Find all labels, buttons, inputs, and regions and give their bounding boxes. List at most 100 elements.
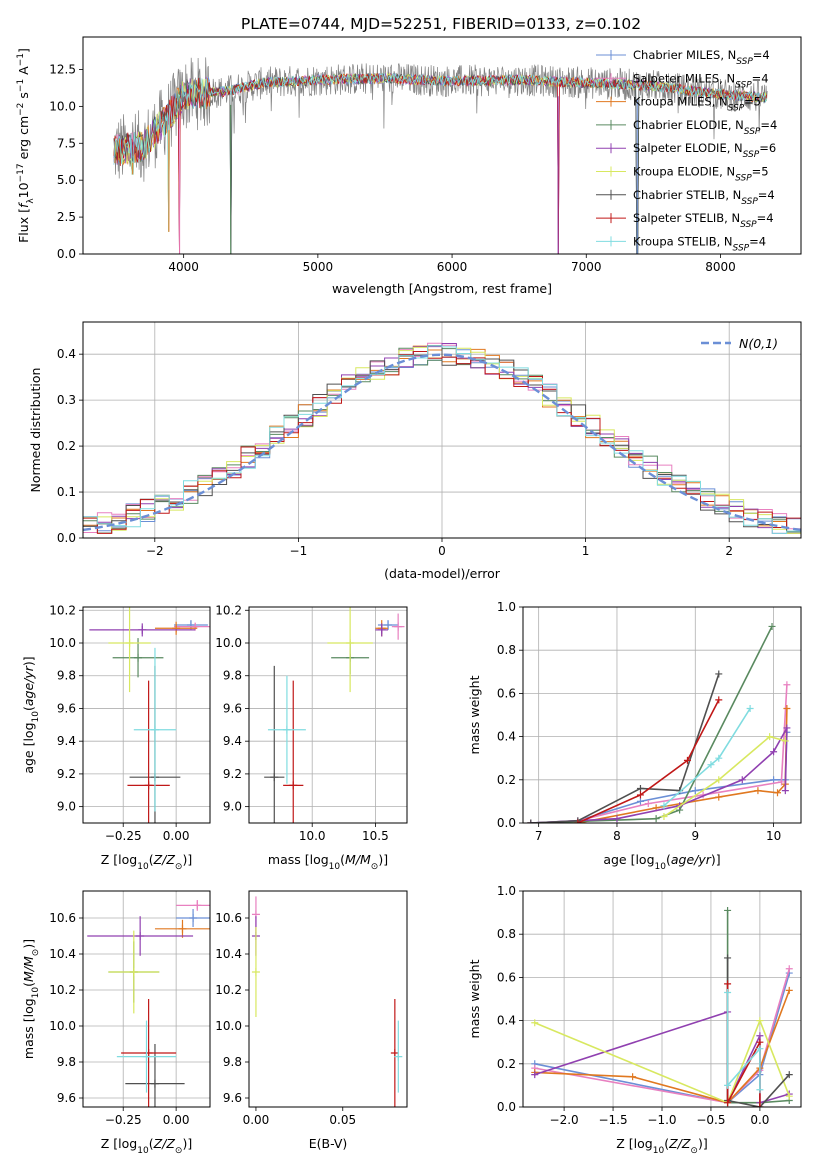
x-axis-label: age [log10(age/yr)]	[603, 852, 720, 872]
y-tick-label: 10.0	[49, 99, 76, 113]
y-tick-label: 9.6	[57, 1091, 76, 1105]
label-part: mass [log	[268, 852, 329, 867]
label-part: Salpeter MILES, N	[633, 71, 735, 85]
label-part: )]	[182, 1136, 192, 1151]
data-point	[629, 1073, 637, 1081]
y-tick-label: 0.2	[497, 773, 516, 787]
plot-area	[527, 622, 791, 823]
y-tick-label: 9.0	[223, 800, 242, 814]
axes-frame	[82, 606, 211, 824]
histogram-step	[83, 345, 801, 532]
x-tick-label: −1	[290, 544, 308, 558]
label-part: Z/Z	[153, 1136, 176, 1151]
data-point	[781, 787, 789, 795]
mass-weight-line	[534, 972, 791, 1104]
y-tick-label: 9.8	[223, 1055, 242, 1069]
data-point	[724, 980, 732, 988]
x-axis-label: (data-model)/error	[384, 566, 501, 581]
plot-area	[83, 342, 801, 534]
data-point	[394, 622, 403, 631]
x-tick-label: 0.00	[243, 1113, 270, 1127]
y-tick-label: 10.2	[49, 603, 76, 617]
plot-area	[531, 906, 793, 1107]
x-tick-label: 8000	[705, 260, 736, 274]
y-tick-label: 0.6	[497, 970, 516, 984]
data-point	[652, 815, 660, 823]
x-axis-label: Z [log10(Z/Z⊙)]	[101, 852, 192, 872]
mass-vs-z-panel: −0.25 0.009.69.810.010.210.410.6Z [log10(…	[21, 890, 211, 1156]
data-point	[191, 622, 200, 631]
x-axis-label: wavelength [Angstrom, rest frame]	[332, 281, 552, 296]
x-tick-label: −2.0	[550, 1113, 579, 1127]
mass-vs-ebv-panel: 0.00 0.05 9.6 9.8 10.0 10.2 10.4 10.6 E(B-V)	[215, 890, 408, 1151]
data-point	[738, 776, 746, 784]
model-spectrum-line	[113, 72, 767, 254]
massweight-vs-z-panel: −2.0 −1.5 −1.0 −0.5 0.0 0.0 0.2 0.4 0.6 0.8 1.0 Z […	[467, 884, 802, 1156]
label-part: 10	[31, 987, 41, 999]
label-part: (	[340, 852, 345, 867]
y-tick-label: 9.8	[57, 1055, 76, 1069]
y-tick-label: 0.1	[57, 485, 76, 499]
y-tick-label: 0.0	[497, 1100, 516, 1114]
label-part: A	[16, 66, 31, 79]
x-tick-label: 2	[725, 544, 733, 558]
legend-label: Chabrier ELODIE, NSSP=4	[633, 118, 777, 137]
y-tick-label: 2.5	[57, 210, 76, 224]
mass-weight-line	[726, 992, 761, 1090]
y-tick-label: 0.2	[57, 439, 76, 453]
figure-title: PLATE=0744, MJD=52251, FIBERID=0133, z=0…	[241, 15, 641, 33]
data-point	[715, 793, 723, 801]
data-point	[531, 1019, 539, 1027]
plot-area	[113, 57, 768, 254]
data-point	[390, 1049, 399, 1057]
axes-frame	[248, 606, 408, 824]
x-tick-label: −0.5	[696, 1113, 725, 1127]
data-point	[144, 781, 153, 790]
y-axis-label: Flux [fλ10−17 erg cm−2 s−1 A−1]	[16, 48, 36, 243]
label-part: SSP	[733, 243, 750, 253]
y-axis-label: mass weight	[467, 675, 482, 754]
data-point	[783, 705, 791, 713]
label-part: 10	[137, 1146, 149, 1156]
x-tick-label: 7	[535, 829, 543, 843]
label-part: SSP	[736, 57, 753, 67]
spectrum-panel: 4000 5000 6000 7000 8000 0.0 2.5 5.0 7.5 10.0 12.5…	[16, 36, 802, 296]
label-part: =5	[752, 165, 769, 179]
x-tick-label: 0	[438, 544, 446, 558]
data-point	[691, 787, 699, 795]
y-tick-label: 9.6	[57, 701, 76, 715]
y-tick-label: 0.0	[57, 531, 76, 545]
label-part: SSP	[728, 104, 745, 114]
data-point	[746, 705, 754, 713]
data-point	[186, 621, 195, 629]
axes-frame	[522, 606, 802, 824]
label-part: λ	[26, 198, 36, 204]
mass-weight-line	[663, 735, 786, 818]
y-tick-label: 10.6	[49, 911, 76, 925]
data-point	[774, 789, 782, 797]
mass-weight-line	[663, 708, 751, 807]
label-part: 10	[329, 862, 341, 872]
legend-label: Kroupa MILES, NSSP=5	[633, 95, 761, 114]
legend-label: Salpeter STELIB, NSSP=4	[633, 211, 774, 230]
data-point	[136, 932, 145, 940]
data-point	[636, 797, 644, 805]
label-part: 10	[653, 1146, 665, 1156]
label-part: SSP	[741, 197, 758, 207]
data-point	[125, 639, 134, 647]
y-tick-label: 7.5	[57, 136, 76, 150]
legend-label: Chabrier STELIB, NSSP=4	[633, 188, 775, 207]
label-part: 10	[655, 862, 667, 872]
y-tick-label: 0.4	[57, 347, 76, 361]
data-point	[527, 819, 535, 823]
x-tick-label: 9	[691, 829, 699, 843]
age-vs-z-panel: −0.25 0.009.09.29.49.69.810.010.2Z [log10…	[21, 603, 211, 872]
data-point	[270, 773, 279, 782]
label-part: −2	[16, 103, 26, 116]
label-part: 10	[137, 862, 149, 872]
label-part: 10	[31, 711, 41, 723]
label-part: =4	[758, 188, 775, 202]
x-axis-label: E(B-V)	[309, 1136, 348, 1151]
x-tick-label: 10	[766, 829, 781, 843]
